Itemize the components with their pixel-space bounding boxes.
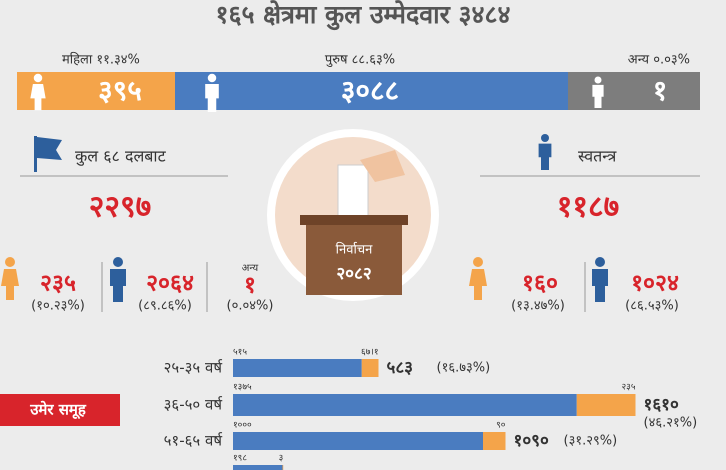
male-value: १०००: [233, 421, 252, 431]
age-title-box: [0, 394, 120, 426]
party-other-label: अन्य: [242, 263, 259, 274]
male-count: ३०८८: [341, 74, 399, 107]
age-label: ५१-६५ वर्ष: [164, 432, 223, 450]
age-title: उमेर समूह: [29, 401, 87, 420]
age-label: २५-३५ वर्ष: [164, 359, 223, 377]
female-value: ३: [279, 454, 284, 464]
independent-male: १०२४: [631, 271, 679, 297]
icon-body: [30, 83, 46, 111]
icon-body: [110, 269, 126, 302]
person-icon: [469, 257, 487, 300]
icon-body: [469, 269, 487, 300]
male-label: पुरुष ८८.६३%: [325, 53, 395, 68]
person-icon: [592, 76, 604, 108]
icon-body: [1, 269, 19, 300]
icon-head: [594, 76, 602, 84]
independent-male-share: (८६.५३%): [625, 299, 679, 314]
party-male-share: (८९.८६%): [138, 299, 192, 314]
flag-icon: [34, 136, 62, 172]
ballot-line1: निर्वाचन: [336, 242, 373, 258]
male-value: ५१५: [233, 348, 247, 358]
party-female-share: (१०.२३%): [31, 299, 85, 314]
hand: [360, 150, 405, 182]
icon-head: [113, 257, 123, 267]
age-total: ५८३: [387, 358, 414, 378]
person-icon: [110, 257, 126, 302]
person-icon: [30, 73, 46, 111]
person-icon: [592, 257, 608, 302]
person-icon: [1, 257, 19, 300]
female-value: २३५: [621, 383, 635, 393]
female-bar: [282, 465, 284, 470]
age-total: १०९०: [514, 431, 550, 451]
age-share: (४६.२१%): [644, 416, 698, 431]
icon-body: [592, 269, 608, 302]
party-other-share: (०.०४%): [227, 299, 274, 314]
age-label: ३६-५० वर्ष: [164, 396, 223, 414]
ballot-line2: २०८२: [336, 264, 371, 284]
age-share: (३१.२९%): [564, 434, 618, 449]
icon-body: [205, 83, 219, 112]
independent-total: ११८७: [557, 190, 619, 225]
age-share: (१६.७३%): [437, 361, 491, 376]
female-value: ६७।१: [361, 348, 378, 358]
male-bar: [233, 465, 283, 470]
independent-female-share: (१३.४७%): [511, 299, 565, 314]
box-top: [300, 215, 408, 225]
male-bar: [233, 432, 483, 450]
male-value: १३७५: [233, 383, 252, 393]
title: १६५ क्षेत्रमा कुल उम्मेदवार ३४८४: [215, 0, 510, 31]
party-total: २२९७: [89, 190, 151, 225]
icon-body: [592, 84, 604, 108]
party-other: १: [244, 273, 256, 299]
male-value: १९८: [233, 454, 247, 464]
female-label: महिला ११.३४%: [62, 52, 140, 68]
party-label: कुल ६८ दलबाट: [75, 147, 167, 167]
person-icon: [538, 134, 552, 170]
icon-head: [541, 134, 549, 142]
female-bar: [483, 432, 506, 450]
independent-label: स्वतन्त्र: [578, 147, 617, 166]
female-value: ९०: [496, 421, 506, 431]
male-bar: [233, 359, 362, 377]
icon-head: [33, 73, 43, 83]
female-bar: [361, 359, 379, 377]
other-count: १: [653, 74, 668, 107]
other-box: [568, 72, 700, 110]
person-icon: [205, 73, 219, 112]
icon-head: [595, 257, 605, 267]
other-label: अन्य ०.०३%: [628, 53, 690, 68]
icon-head: [207, 73, 217, 83]
independent-female: १६०: [522, 271, 558, 297]
icon-body: [538, 143, 552, 170]
ballot-paper: [337, 164, 369, 221]
ballot-box: [306, 225, 402, 295]
male-bar: [233, 394, 577, 416]
female-count: ३९५: [98, 74, 142, 107]
icon-head: [5, 257, 15, 267]
female-bar: [576, 394, 636, 416]
icon-head: [473, 257, 483, 267]
male-box: [175, 72, 568, 110]
party-male: २०६४: [146, 271, 194, 297]
age-total: १६१०: [644, 395, 680, 415]
party-female: २३५: [40, 271, 76, 297]
